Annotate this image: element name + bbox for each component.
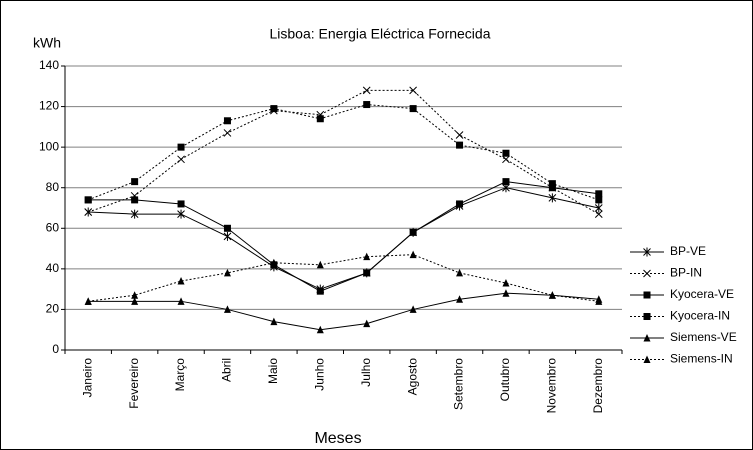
y-tick-label: 40 xyxy=(46,261,60,275)
marker xyxy=(316,115,324,123)
marker xyxy=(409,105,417,113)
legend-marker xyxy=(643,334,651,342)
marker xyxy=(270,317,278,326)
marker xyxy=(502,279,510,287)
marker xyxy=(177,155,185,164)
marker xyxy=(548,193,557,203)
marker xyxy=(363,101,371,109)
marker xyxy=(456,200,464,208)
marker xyxy=(131,178,139,186)
marker xyxy=(316,325,324,334)
marker xyxy=(270,258,278,267)
marker xyxy=(84,208,93,216)
series-line xyxy=(88,89,600,215)
marker xyxy=(455,131,464,139)
x-tick-label: Maio xyxy=(266,358,280,384)
marker xyxy=(316,287,324,295)
series-line xyxy=(88,254,599,302)
marker xyxy=(594,210,603,218)
x-tick-label: Agosto xyxy=(405,358,419,396)
marker xyxy=(502,178,510,186)
marker xyxy=(131,291,139,299)
marker xyxy=(363,269,371,277)
marker xyxy=(363,252,371,261)
marker xyxy=(594,203,603,213)
marker xyxy=(131,196,139,204)
marker xyxy=(363,319,371,328)
y-tick-label: 60 xyxy=(46,220,60,234)
marker xyxy=(502,155,510,164)
x-tick-label: Fevereiro xyxy=(127,358,141,409)
marker xyxy=(409,250,417,259)
marker xyxy=(177,277,185,285)
marker xyxy=(177,143,185,151)
legend-marker xyxy=(643,247,651,257)
y-tick-label: 20 xyxy=(46,302,60,316)
marker xyxy=(223,117,231,125)
y-tick-label: 80 xyxy=(46,180,60,194)
marker xyxy=(131,297,139,305)
x-tick-label: Março xyxy=(173,358,187,392)
marker xyxy=(502,289,510,297)
marker xyxy=(456,295,464,303)
legend-marker xyxy=(643,291,651,299)
series-line xyxy=(88,181,599,292)
y-tick-label: 140 xyxy=(39,58,59,72)
marker xyxy=(362,86,371,95)
marker xyxy=(595,196,603,204)
marker xyxy=(177,200,185,208)
x-tick-label: Julho xyxy=(359,358,373,387)
x-tick-label: Janeiro xyxy=(80,358,94,398)
x-tick-label: Setembro xyxy=(452,358,466,410)
x-tick-label: Outubro xyxy=(498,358,512,402)
marker xyxy=(502,149,510,157)
x-tick-label: Abril xyxy=(220,358,234,382)
marker xyxy=(316,260,324,269)
marker xyxy=(84,196,92,204)
y-tick-label: 120 xyxy=(39,99,59,113)
marker xyxy=(223,224,231,232)
series-line xyxy=(88,104,599,201)
marker xyxy=(130,209,139,219)
legend-label: Kyocera-VE xyxy=(670,287,734,301)
legend-marker xyxy=(643,269,651,278)
legend-label: Siemens-VE xyxy=(670,330,737,344)
marker xyxy=(409,228,417,236)
marker xyxy=(595,190,603,198)
marker xyxy=(456,141,464,149)
y-tick-label: 100 xyxy=(39,139,59,153)
chart-title: Lisboa: Energia Eléctrica Fornecida xyxy=(269,26,490,42)
marker xyxy=(270,105,278,113)
marker xyxy=(548,291,556,299)
legend-label: BP-IN xyxy=(670,266,702,280)
y-tick-label: 0 xyxy=(52,342,59,356)
marker xyxy=(223,268,231,277)
legend-label: Kyocera-IN xyxy=(670,309,730,323)
x-tick-label: Dezembro xyxy=(591,358,605,414)
x-tick-label: Novembro xyxy=(545,358,559,414)
legend-marker xyxy=(643,355,651,363)
marker xyxy=(84,297,92,305)
marker xyxy=(456,268,464,277)
legend-label: BP-VE xyxy=(670,244,706,258)
marker xyxy=(548,180,556,188)
legend-marker xyxy=(643,313,651,320)
marker xyxy=(223,231,232,241)
marker xyxy=(177,209,185,219)
legend-label: Siemens-IN xyxy=(670,352,733,366)
marker xyxy=(177,297,185,305)
y-axis-label: kWh xyxy=(33,35,61,51)
marker xyxy=(409,86,417,95)
x-axis-label: Meses xyxy=(314,430,361,447)
marker xyxy=(548,184,556,192)
series-line xyxy=(88,187,599,290)
marker xyxy=(595,297,603,305)
marker xyxy=(223,129,232,137)
marker xyxy=(409,305,417,313)
marker xyxy=(223,305,231,313)
x-tick-label: Junho xyxy=(312,358,326,391)
series-line xyxy=(88,292,599,331)
